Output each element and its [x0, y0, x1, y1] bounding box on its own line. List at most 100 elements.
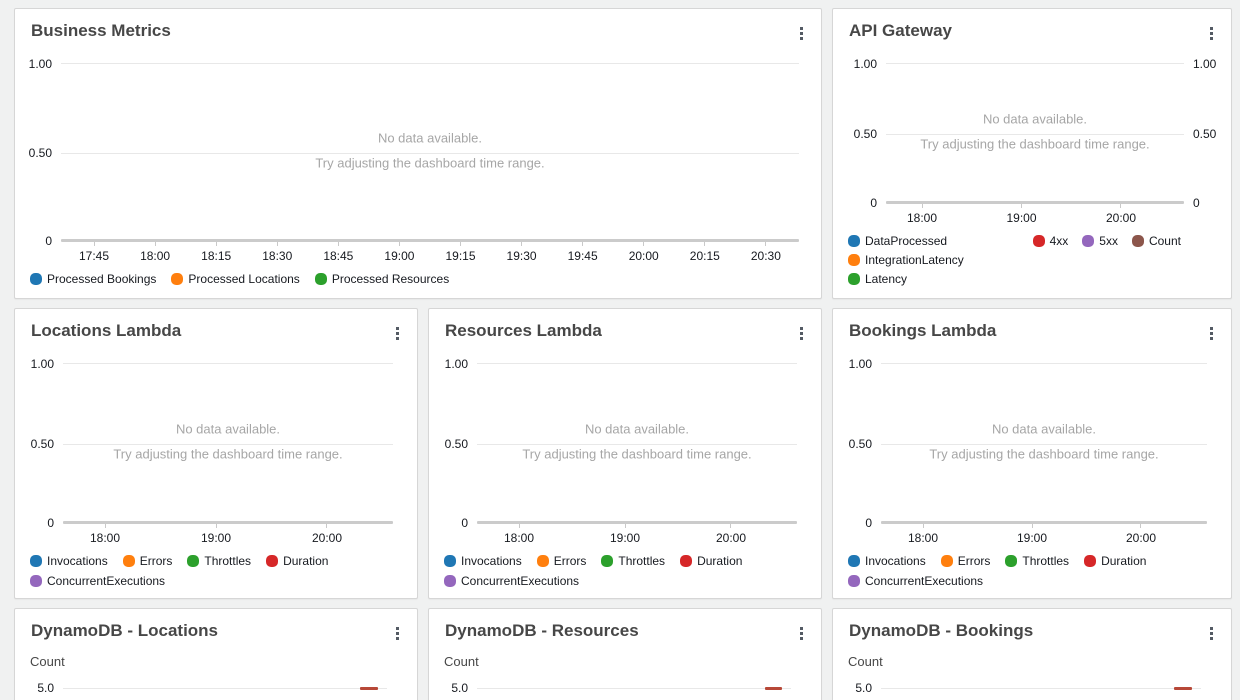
legend-swatch	[848, 555, 860, 567]
gridline	[477, 363, 797, 364]
legend-item[interactable]: Latency	[848, 272, 964, 286]
metric-line-segment	[764, 687, 783, 690]
x-tick-label: 20:00	[312, 524, 342, 545]
legend-item[interactable]: ConcurrentExecutions	[30, 574, 165, 588]
panel-title: DynamoDB - Bookings	[849, 621, 1034, 640]
legend-label: Invocations	[461, 554, 522, 568]
chart-legend: Invocations Errors Throttles Duration Co…	[444, 554, 791, 588]
legend-item[interactable]: Duration	[680, 554, 742, 568]
legend-item[interactable]: Duration	[1084, 554, 1146, 568]
legend-item[interactable]: Throttles	[1005, 554, 1069, 568]
chart-legend: Invocations Errors Throttles Duration Co…	[848, 554, 1201, 588]
legend-item[interactable]: Invocations	[444, 554, 522, 568]
y-axis-label: Count	[444, 654, 479, 669]
panel-header: Locations Lambda	[15, 309, 417, 345]
legend-item[interactable]: Processed Resources	[314, 272, 449, 286]
x-axis-labels: 18:00 19:00 20:00	[477, 524, 797, 545]
legend-item[interactable]: ConcurrentExecutions	[444, 574, 579, 588]
y-tick-label: 0	[461, 516, 468, 530]
no-data-message: No data available. Try adjusting the das…	[113, 421, 343, 461]
legend-item[interactable]: Throttles	[187, 554, 251, 568]
x-tick-label: 19:00	[201, 524, 231, 545]
legend-swatch	[848, 235, 860, 247]
legend-swatch	[1032, 235, 1045, 247]
legend-item[interactable]: Processed Locations	[171, 272, 300, 286]
gridline	[63, 688, 387, 689]
kebab-menu-icon[interactable]	[390, 622, 405, 645]
x-tick-label: 20:30	[751, 242, 781, 263]
legend-swatch	[30, 575, 42, 587]
gridline	[881, 363, 1207, 364]
x-tick-label: 19:00	[384, 242, 414, 263]
chart-legend: DataProcessed IntegrationLatency Latency…	[848, 234, 1181, 286]
legend-item[interactable]: Errors	[940, 554, 990, 568]
y-tick-label: 1.00	[848, 357, 872, 371]
panel-title: Locations Lambda	[31, 321, 182, 340]
y-tick-label: 5.0	[451, 681, 468, 695]
legend-swatch	[1084, 555, 1097, 567]
chart-area: 1.00 0.50 0 No data available. Try adjus…	[849, 358, 1207, 529]
kebab-menu-icon[interactable]	[1204, 322, 1219, 345]
panel-header: DynamoDB - Resources	[429, 609, 821, 645]
legend-left-axis-group: DataProcessed IntegrationLatency Latency	[848, 234, 964, 286]
legend-item[interactable]: ConcurrentExecutions	[848, 574, 983, 588]
legend-label: Duration	[697, 554, 743, 568]
legend-item[interactable]: Invocations	[848, 554, 926, 568]
legend-swatch	[848, 273, 860, 285]
legend-item[interactable]: DataProcessed	[848, 234, 964, 248]
panel-locations-lambda: Locations Lambda 1.00 0.50 0 No data ava…	[14, 308, 418, 599]
kebab-menu-icon[interactable]	[390, 322, 405, 345]
panel-header: DynamoDB - Bookings	[833, 609, 1231, 645]
y-tick-label: 0.50	[30, 436, 54, 451]
legend-label: Invocations	[865, 554, 926, 568]
chart-area: 5.0	[451, 682, 791, 696]
legend-item[interactable]: Errors	[536, 554, 587, 568]
y-tick-label: 0.50	[444, 436, 468, 451]
y-tick-label-right: 0	[1193, 196, 1200, 210]
x-tick-label: 18:00	[90, 524, 120, 545]
legend-swatch	[940, 555, 953, 567]
legend-item[interactable]: IntegrationLatency	[848, 253, 964, 267]
legend-label: Errors	[553, 554, 587, 568]
x-tick-label: 19:15	[445, 242, 476, 263]
x-tick-label: 18:00	[908, 524, 938, 545]
y-tick-label: 1.00	[444, 357, 468, 371]
legend-swatch	[1082, 235, 1095, 247]
legend-item[interactable]: Duration	[266, 554, 328, 568]
legend-item[interactable]: Errors	[122, 554, 173, 568]
legend-label: Throttles	[1022, 554, 1070, 568]
x-tick-label: 20:00	[716, 524, 746, 545]
y-tick-label: 0	[47, 516, 54, 530]
gridline	[881, 688, 1201, 689]
legend-item[interactable]: 5xx	[1082, 234, 1118, 248]
x-tick-label: 18:45	[323, 242, 353, 263]
legend-swatch	[680, 555, 693, 567]
gridline	[886, 133, 1184, 135]
kebab-menu-icon[interactable]	[794, 22, 809, 45]
panel-business-metrics: Business Metrics 1.00 0.50 0 No data ava…	[14, 8, 822, 299]
legend-swatch	[266, 555, 279, 567]
kebab-menu-icon[interactable]	[794, 622, 809, 645]
y-tick-label: 0	[865, 516, 872, 530]
legend-item[interactable]: 4xx	[1032, 234, 1068, 248]
gridline	[61, 152, 799, 154]
kebab-menu-icon[interactable]	[1204, 22, 1219, 45]
chart-legend: Invocations Errors Throttles Duration Co…	[30, 554, 387, 588]
kebab-menu-icon[interactable]	[794, 322, 809, 345]
legend-label: Errors	[139, 554, 173, 568]
legend-swatch	[1131, 235, 1144, 247]
legend-item[interactable]: Processed Bookings	[30, 272, 156, 286]
panel-api-gateway: API Gateway 1.00 0.50 0 1.00 0.50 0 No d…	[832, 8, 1232, 299]
legend-swatch	[1005, 555, 1018, 567]
y-tick-label: 1.00	[853, 57, 877, 71]
legend-swatch	[314, 273, 327, 285]
legend-item[interactable]: Throttles	[601, 554, 665, 568]
legend-item[interactable]: Count	[1131, 234, 1181, 248]
panel-title: Business Metrics	[31, 21, 171, 40]
metric-line-segment	[1174, 687, 1193, 690]
legend-swatch	[848, 575, 860, 587]
legend-label: ConcurrentExecutions	[865, 574, 984, 588]
legend-label: Duration	[283, 554, 329, 568]
kebab-menu-icon[interactable]	[1204, 622, 1219, 645]
legend-item[interactable]: Invocations	[30, 554, 108, 568]
